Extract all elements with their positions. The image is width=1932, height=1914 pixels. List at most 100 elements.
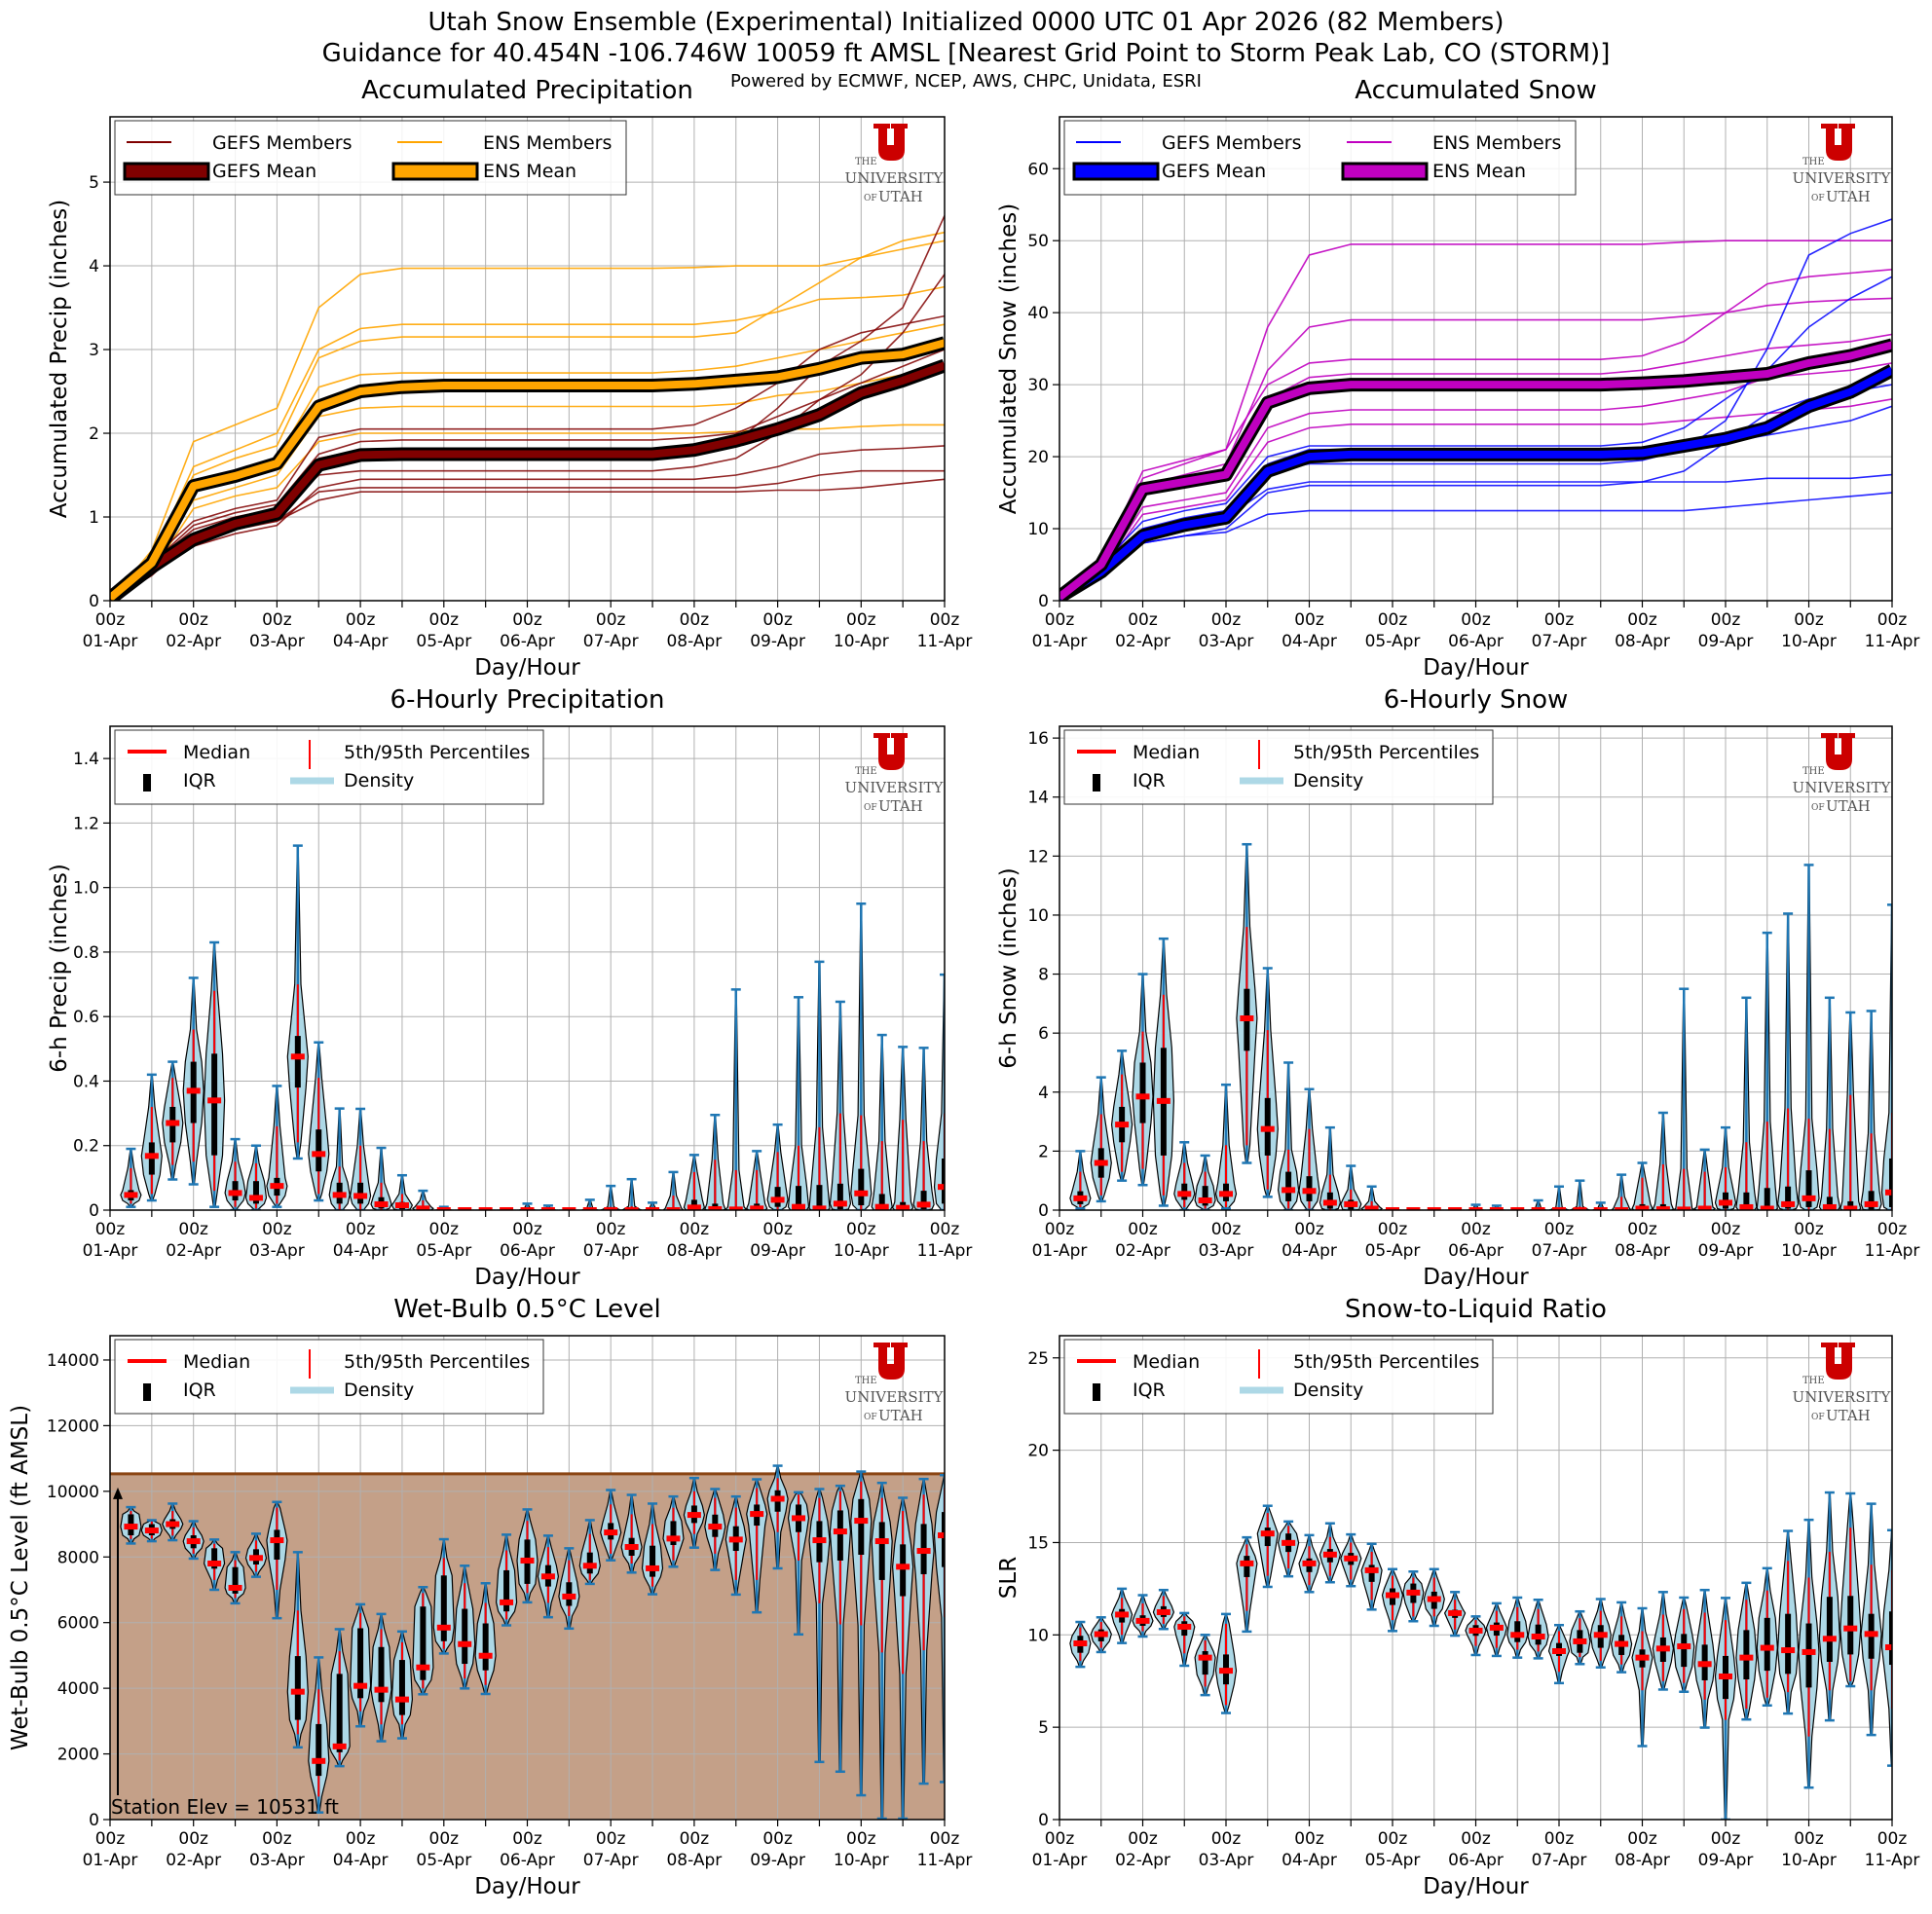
violin-median-mark: [540, 1207, 555, 1210]
violin-median-mark: [833, 1200, 847, 1207]
violin-median-mark: [812, 1537, 827, 1544]
x-tick-hour-label: 00z: [1128, 1829, 1158, 1849]
violin-iqr-box: [211, 1053, 218, 1156]
violin: [1423, 1567, 1445, 1628]
violin-median-mark: [332, 1743, 347, 1749]
plot-area: [1059, 218, 1892, 601]
x-tick-date-label: 04-Apr: [333, 1851, 389, 1870]
y-tick-label: 0.6: [73, 1008, 99, 1027]
violin-iqr-box: [274, 1529, 280, 1560]
violin-median-mark: [374, 1686, 389, 1693]
violin: [1236, 1535, 1258, 1634]
violin: [850, 902, 873, 1210]
violin-median-mark: [270, 1537, 284, 1544]
violin-iqr-box: [858, 1498, 865, 1555]
violin: [370, 1612, 392, 1743]
violin-iqr-box: [1743, 1192, 1750, 1210]
violin: [495, 1533, 518, 1627]
violin: [1465, 1615, 1487, 1657]
x-tick-hour-label: 00z: [1544, 1220, 1575, 1239]
violin-iqr-box: [836, 1510, 843, 1561]
violin-median-mark: [792, 1203, 806, 1210]
logo-the: THE: [1802, 1376, 1825, 1386]
violin-median-mark: [1240, 1015, 1254, 1022]
x-tick-date-label: 11-Apr: [1865, 1241, 1920, 1261]
violin-median-mark: [1240, 1560, 1254, 1566]
violin: [746, 1478, 768, 1614]
violin: [454, 1564, 476, 1690]
y-tick-label: 15: [1027, 1533, 1049, 1553]
violin: [745, 1150, 768, 1210]
violin: [286, 1551, 309, 1749]
logo-of: OF: [864, 803, 877, 813]
y-tick-label: 14000: [47, 1351, 99, 1371]
violin: [349, 1107, 372, 1210]
violin-iqr-box: [462, 1608, 468, 1665]
x-tick-date-label: 02-Apr: [166, 1241, 221, 1261]
legend-gefs-members-label: GEFS Members: [212, 132, 352, 154]
violin: [1839, 1491, 1862, 1688]
violin-median-mark: [812, 1205, 827, 1210]
legend-percentile-label: 5th/95th Percentiles: [344, 1351, 530, 1373]
x-tick-hour-label: 00z: [1294, 1220, 1324, 1239]
violin: [1693, 1148, 1717, 1210]
x-tick-date-label: 05-Apr: [1365, 632, 1421, 651]
violin-median-mark: [1802, 1648, 1816, 1655]
violin: [1360, 1185, 1384, 1210]
y-tick-label: 8: [1038, 966, 1049, 985]
y-tick-label: 1.4: [73, 750, 99, 769]
violin-iqr-box: [316, 1723, 322, 1777]
violin: [1298, 1533, 1320, 1594]
violin: [390, 1630, 414, 1740]
x-tick-date-label: 11-Apr: [1865, 632, 1920, 651]
x-tick-date-label: 11-Apr: [1865, 1851, 1920, 1870]
panel-title: Wet-Bulb 0.5°C Level: [393, 1295, 661, 1324]
violin-median-mark: [1635, 1205, 1650, 1210]
x-tick-hour-label: 00z: [262, 610, 292, 630]
legend-iqr-swatch: [1093, 1383, 1100, 1401]
x-axis-label: Day/Hour: [474, 655, 580, 681]
violin: [1132, 973, 1154, 1187]
x-tick-date-label: 05-Apr: [1365, 1851, 1421, 1870]
violin-median-mark: [624, 1207, 639, 1210]
x-tick-hour-label: 00z: [1378, 1220, 1408, 1239]
station-arrow-head-icon: [113, 1487, 123, 1499]
violin-median-mark: [353, 1193, 368, 1199]
y-tick-label: 1.0: [73, 879, 99, 899]
violin-median-mark: [1615, 1207, 1629, 1210]
x-axis-label: Day/Hour: [1423, 1265, 1529, 1290]
x-tick-hour-label: 00z: [1877, 1220, 1908, 1239]
violin-iqr-box: [1202, 1186, 1208, 1206]
legend-percentile-label: 5th/95th Percentiles: [1293, 742, 1479, 763]
violin-iqr-box: [1805, 1623, 1812, 1688]
y-tick-label: 4: [1038, 1084, 1049, 1103]
violin-iqr-box: [1826, 1196, 1833, 1210]
violin-median-mark: [770, 1196, 785, 1203]
violin: [1402, 1569, 1425, 1623]
violin-median-mark: [207, 1097, 222, 1104]
x-tick-hour-label: 00z: [1877, 610, 1908, 630]
violin-median-mark: [1177, 1191, 1192, 1197]
x-tick-hour-label: 00z: [1544, 1829, 1575, 1849]
violin-iqr-box: [1847, 1200, 1854, 1210]
violin-median-mark: [1344, 1555, 1358, 1562]
violin-median-mark: [582, 1563, 597, 1569]
violin-iqr-box: [878, 1522, 885, 1580]
x-tick-hour-label: 00z: [1211, 1829, 1242, 1849]
violin: [704, 1488, 726, 1571]
violin-median-mark: [1489, 1207, 1504, 1210]
violin: [1839, 1011, 1862, 1210]
violin: [1485, 1601, 1508, 1658]
violin-iqr-box: [252, 1181, 259, 1204]
violin: [912, 1477, 935, 1785]
violin: [891, 1496, 914, 1820]
violin: [1776, 912, 1800, 1210]
violin: [871, 1481, 893, 1820]
violin: [1277, 1520, 1300, 1578]
x-tick-date-label: 08-Apr: [666, 1241, 722, 1261]
x-tick-hour-label: 00z: [680, 610, 710, 630]
violin: [1714, 1125, 1737, 1210]
violin: [474, 1582, 497, 1696]
legend-ens-mean-label: ENS Mean: [1432, 161, 1526, 182]
